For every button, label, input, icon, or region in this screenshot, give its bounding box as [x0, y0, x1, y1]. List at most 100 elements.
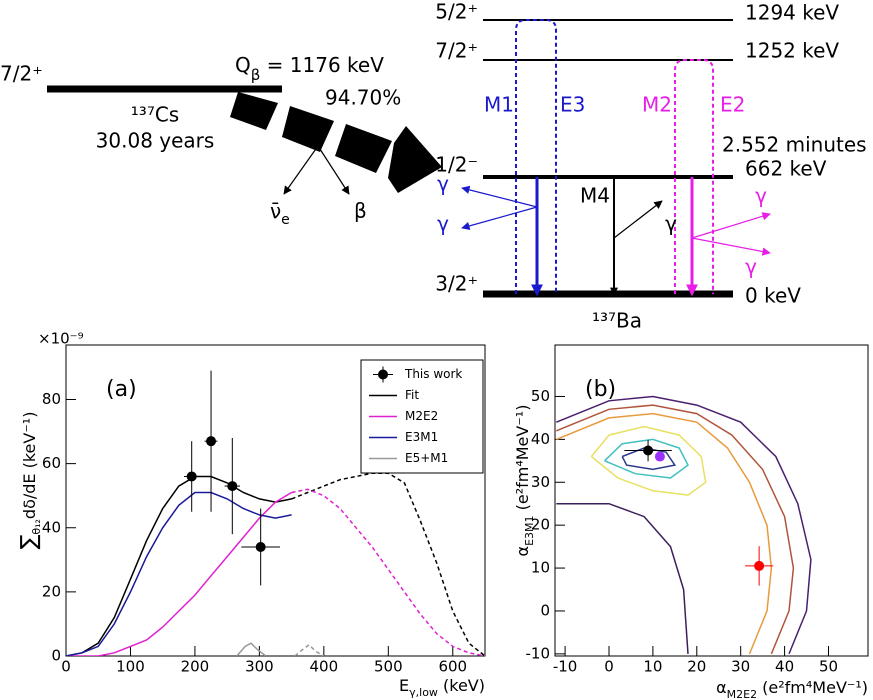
curve [66, 475, 292, 656]
level-spin: 11/2⁻ [423, 153, 478, 177]
neutrino-sub: e [281, 212, 290, 228]
gamma-arrow [691, 237, 771, 256]
y-tick-label: -10 [526, 644, 551, 662]
y-tick-label: 10 [531, 559, 550, 577]
axis-label-part: (e²fm⁴MeV⁻¹) [757, 678, 868, 697]
gamma-label: γ [437, 172, 449, 196]
transition-label: E2 [720, 93, 745, 117]
gamma-arrow [613, 200, 663, 239]
y-tick-label: 0 [540, 601, 550, 619]
x-tick-label: 40 [775, 658, 794, 676]
decay-scheme: 7/2⁺ ¹³⁷Cs 30.08 years Qβ = 1176 keV 94.… [0, 0, 867, 333]
plot-frame [65, 344, 486, 657]
axis-label-part: E [399, 676, 409, 695]
x-tick-label: -10 [553, 658, 578, 676]
chart-panel: 0 100 200 300 400 500 600 0 20 40 60 80 (a) ×10⁻⁹ This… [38, 330, 486, 676]
axis-label: ∑θ₁₂dδ/dE (keV⁻¹) [17, 412, 43, 550]
axis-label-part: θ₁₂ [30, 519, 43, 535]
curve [236, 642, 267, 656]
legend-label: This work [404, 367, 462, 381]
level-energy: 662 keV [745, 157, 827, 181]
axis-label-part: dδ/dE (keV⁻¹) [20, 412, 39, 520]
gamma-label: γ [755, 184, 767, 208]
x-tick-label: 10 [643, 658, 662, 676]
arrow-chunk [230, 92, 278, 130]
axis-label: αE3M1 (e²fm⁴MeV⁻¹) [513, 405, 536, 557]
level-energy: 1252 keV [745, 39, 839, 63]
gamma-label: γ [665, 212, 677, 236]
plot-frame [554, 344, 869, 657]
legend-label: E3M1 [405, 430, 438, 444]
curve [66, 491, 292, 656]
gamma-arrow [691, 212, 771, 239]
branch: 94.70% [325, 86, 401, 110]
y-tick-label: 50 [531, 387, 550, 405]
data-point [186, 471, 197, 482]
parent-half-life: 30.08 years [96, 129, 215, 153]
x-tick-label: 400 [310, 658, 339, 676]
data-point [206, 436, 217, 447]
axis-label-part: ∑ [17, 534, 42, 549]
axis-label: αM2E2 (e²fm⁴MeV⁻¹) [716, 678, 868, 700]
data-point [255, 541, 266, 552]
curve [556, 412, 773, 655]
curve [604, 438, 689, 479]
level-energy: 0 keV [745, 284, 801, 308]
axis-multiplier: ×10⁻⁹ [38, 330, 84, 348]
axis-label: Eγ,low (keV) [399, 676, 485, 699]
axis-label-part: (keV) [438, 676, 485, 695]
curve [556, 404, 795, 655]
x-tick-label: 20 [687, 658, 706, 676]
x-tick-label: 200 [181, 658, 210, 676]
x-tick-label: 0 [604, 658, 614, 676]
data-point [754, 560, 765, 571]
curve [291, 488, 485, 656]
neutrino-arrow [283, 145, 319, 195]
legend-label: M2E2 [405, 409, 438, 423]
axis-label-part: α [513, 546, 532, 557]
level-spin: 7/2⁺ [435, 39, 478, 63]
axis-label-part: γ,low [409, 686, 438, 699]
y-tick-label: 0 [51, 647, 61, 665]
y-tick-label: 20 [42, 582, 61, 600]
data-point [643, 445, 654, 456]
x-tick-label: 0 [61, 658, 71, 676]
panel-label: (a) [106, 377, 137, 402]
axis-label-part: M2E2 [727, 688, 757, 700]
parent-nucleus: ¹³⁷Cs [131, 103, 179, 127]
curve [291, 472, 485, 656]
x-tick-label: 300 [245, 658, 274, 676]
panel-label: (b) [585, 377, 616, 402]
x-tick-label: 600 [438, 658, 467, 676]
x-tick-label: 500 [374, 658, 403, 676]
transition-label: M4 [580, 184, 610, 208]
isomer-half-life: 2.552 minutes [722, 133, 867, 157]
data-point [227, 481, 238, 492]
y-tick-label: 80 [42, 390, 61, 408]
neutrino-symbol: ν̄ [270, 199, 281, 223]
y-tick-label: 30 [531, 473, 550, 491]
y-tick-label: 40 [531, 430, 550, 448]
level-spin: 5/2⁺ [435, 0, 478, 24]
gamma-label: γ [745, 255, 757, 279]
x-tick-label: 100 [116, 658, 145, 676]
transition-label: E3 [560, 93, 585, 117]
chart-panel: -10 0 10 20 30 40 50 -10 0 10 20 30 40 50 (b) [526, 344, 869, 676]
q-symbol: Q [235, 53, 251, 77]
beta-particle-arrow [317, 145, 350, 195]
q-text: = 1176 keV [260, 53, 384, 77]
neutrino-label: ν̄e [270, 199, 290, 229]
curve [294, 643, 325, 656]
y-tick-label: 20 [531, 516, 550, 534]
curve [556, 502, 689, 654]
curve [66, 491, 292, 656]
data-point [654, 451, 665, 462]
gamma-arrow [461, 206, 538, 231]
gamma-label: γ [437, 212, 449, 236]
y-tick-label: 60 [42, 454, 61, 472]
y-tick-label: 40 [42, 518, 61, 536]
daughter-nucleus: ¹³⁷Ba [592, 309, 642, 333]
gamma-arrow [461, 185, 538, 208]
transition-label: M1 [484, 93, 514, 117]
curve [590, 425, 707, 496]
